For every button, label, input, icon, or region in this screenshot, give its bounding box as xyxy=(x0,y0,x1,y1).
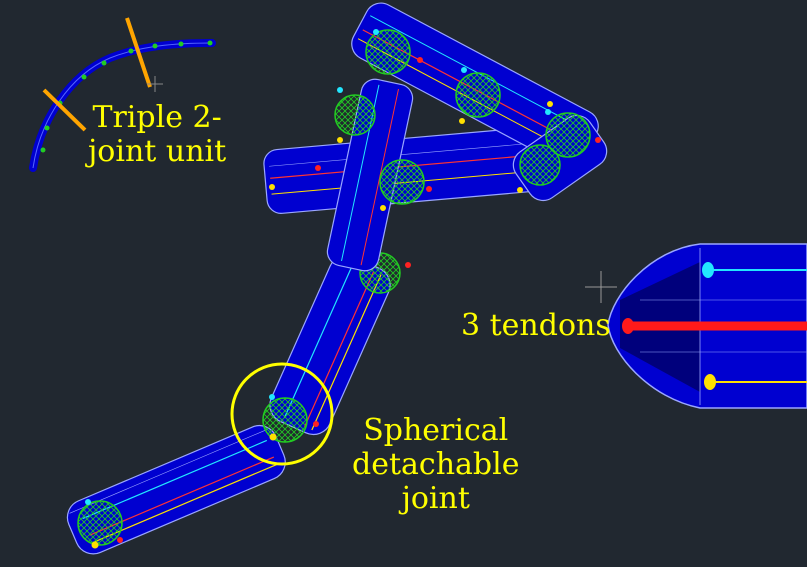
triple-unit-label-line-1: Triple 2- xyxy=(92,100,222,135)
middle-sphere xyxy=(262,397,308,443)
tendon-cyan-end xyxy=(702,262,714,278)
tendon-detail xyxy=(585,243,807,409)
upper-tendon-dots xyxy=(269,29,601,211)
tendon-lines xyxy=(628,269,807,383)
triple-unit-label: Triple 2- joint unit xyxy=(88,101,226,169)
unit-boundary-marker-bottom xyxy=(42,88,87,132)
joint-highlight-circle xyxy=(230,362,334,466)
arm-upper-links xyxy=(263,2,608,272)
cursor-crosshair-small xyxy=(147,76,163,92)
joint-label-line-3: joint xyxy=(401,481,470,516)
tendon-yellow-end xyxy=(704,374,716,390)
cursor-crosshair xyxy=(585,271,617,303)
tendons-label: 3 tendons xyxy=(461,309,611,343)
joint-label: Spherical detachable joint xyxy=(352,414,519,516)
triple-unit-label-line-2: joint unit xyxy=(88,134,227,169)
joint-label-line-2: detachable xyxy=(352,447,520,482)
unit-boundary-marker-top xyxy=(125,17,152,88)
arm-overview-inset xyxy=(29,17,216,172)
tendons-label-text: 3 tendons xyxy=(461,308,611,343)
arm-lower-links xyxy=(66,250,411,555)
joint-label-line-1: Spherical xyxy=(363,413,509,448)
base-sphere xyxy=(77,500,123,546)
upper-joint-spheres xyxy=(334,29,591,205)
tendon-red-end xyxy=(622,318,634,334)
